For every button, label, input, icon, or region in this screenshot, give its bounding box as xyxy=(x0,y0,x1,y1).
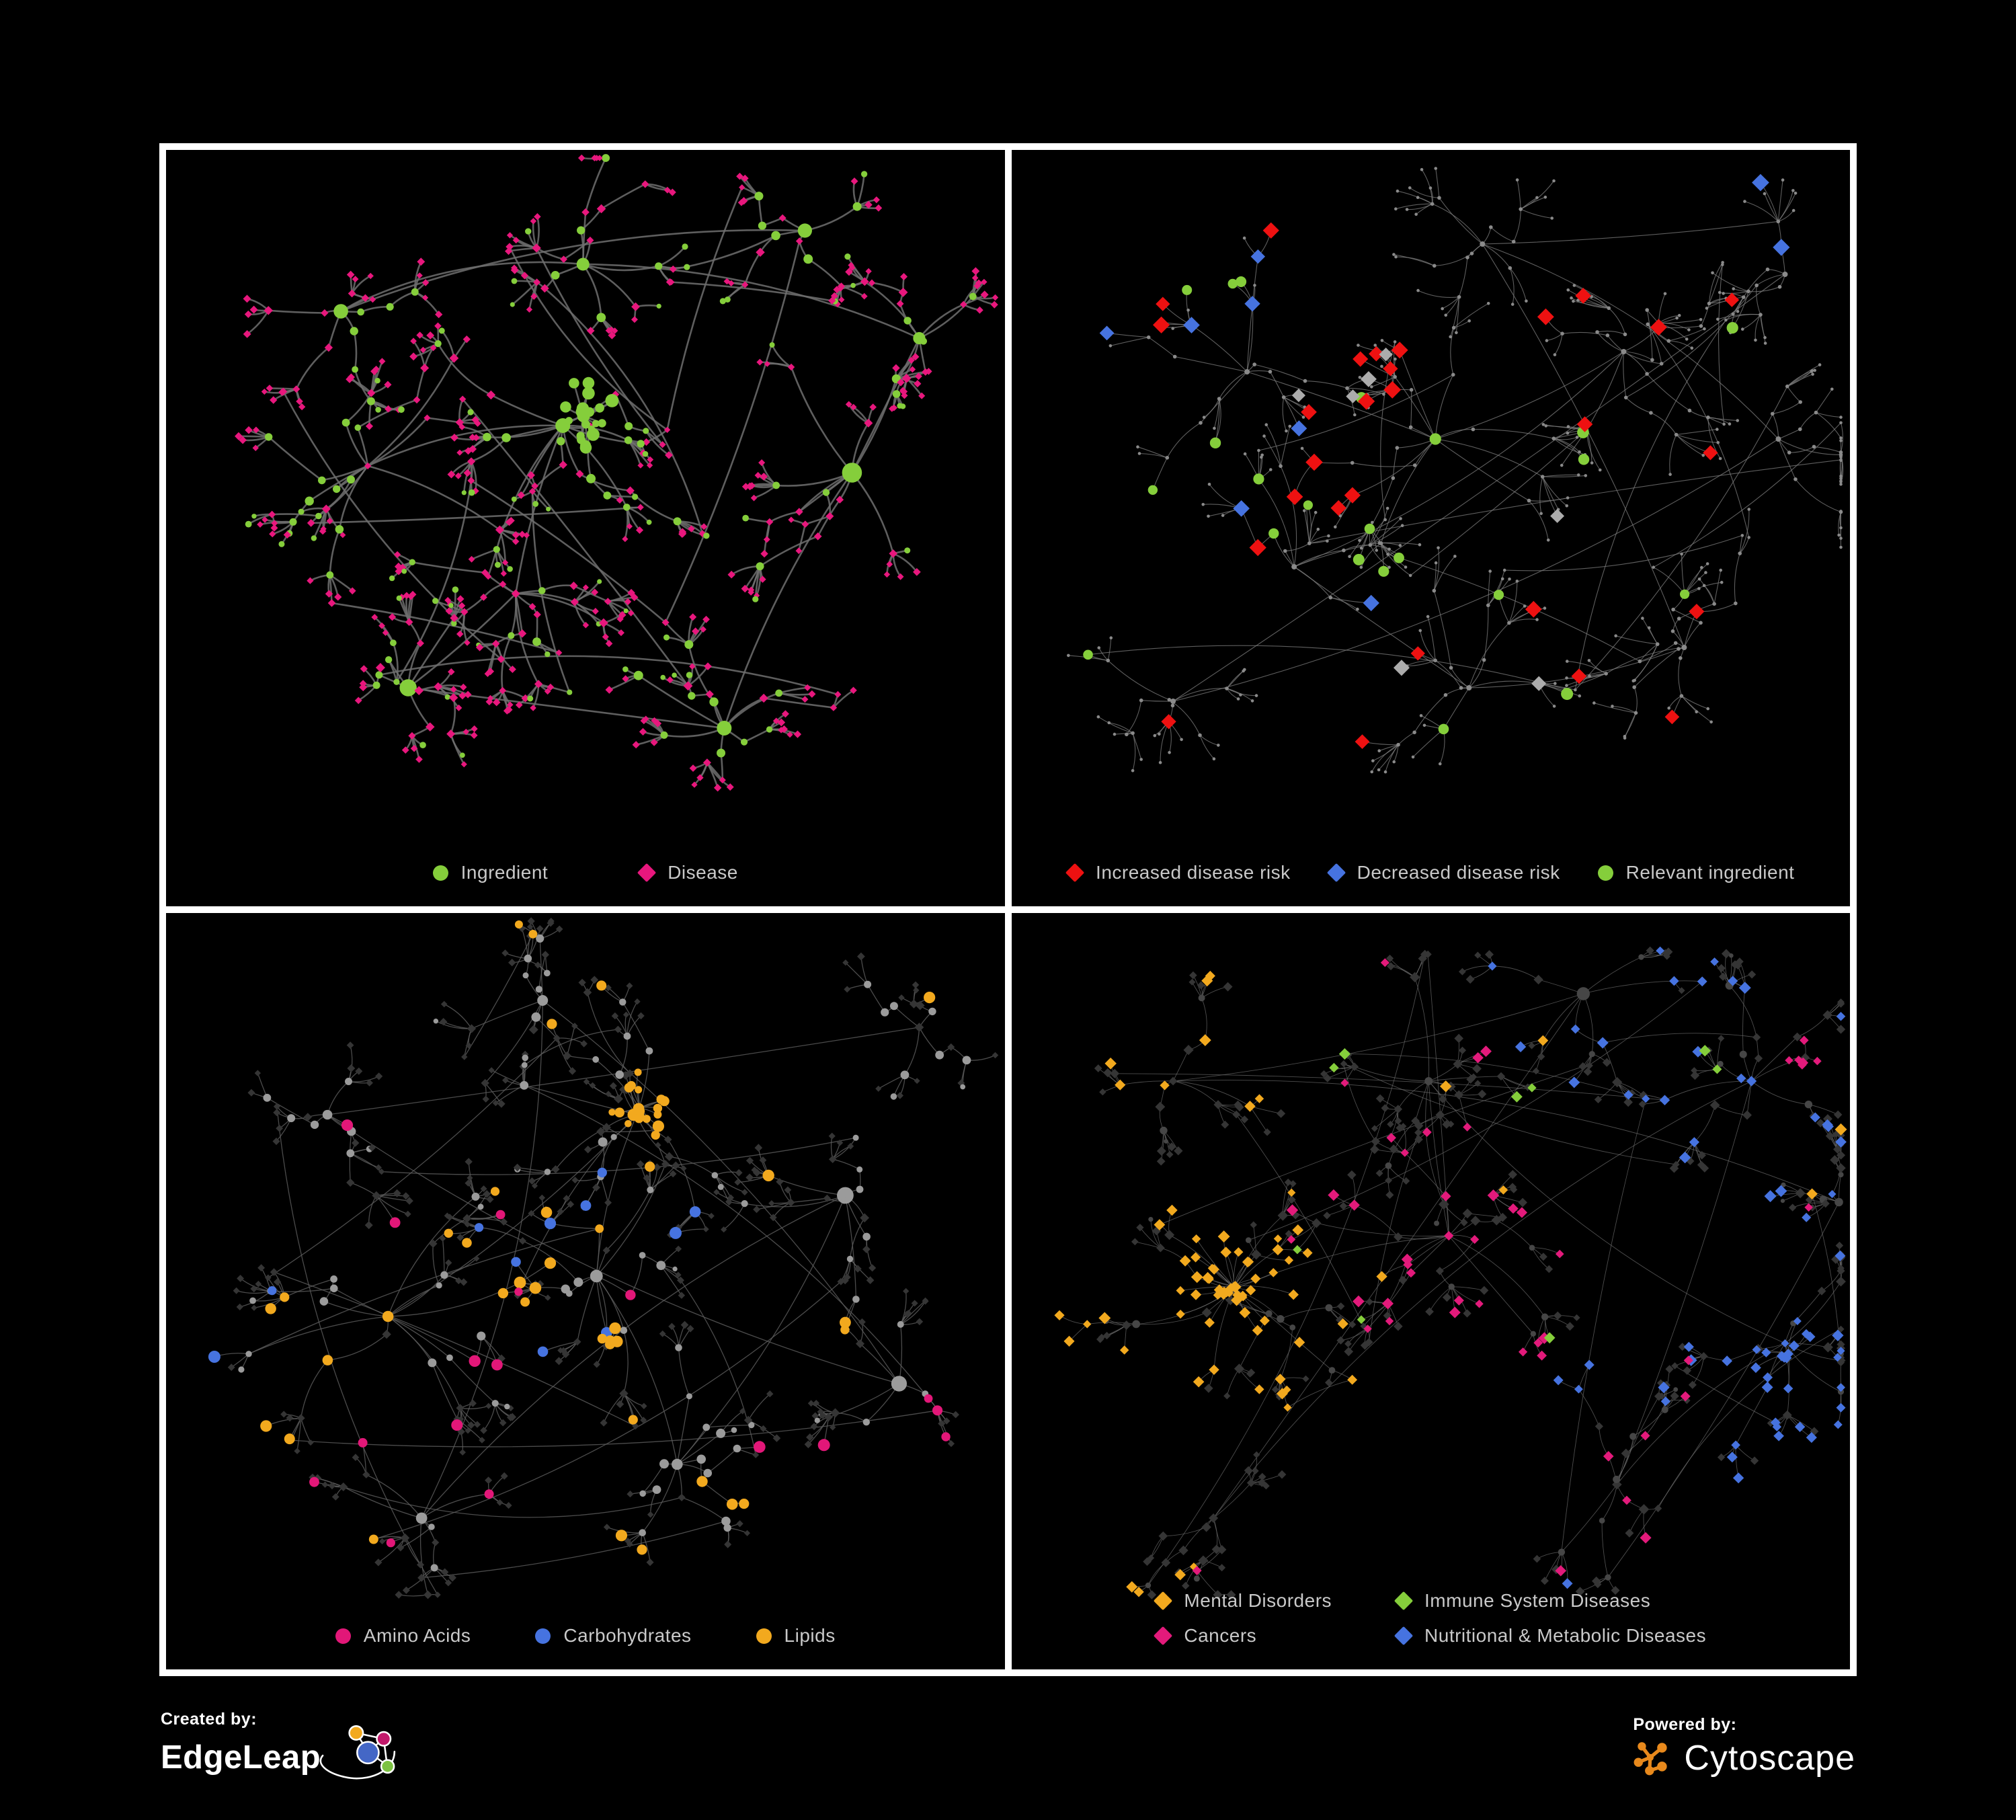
legend-item-lipids: Lipids xyxy=(756,1625,836,1647)
diamond-marker-icon xyxy=(1154,1591,1173,1611)
cytoscape-logo-icon xyxy=(1634,1742,1667,1776)
powered-by-label: Powered by: xyxy=(1633,1715,1737,1734)
circle-marker-icon xyxy=(756,1628,772,1644)
panel-disease-risk: Increased disease risk Decreased disease … xyxy=(1011,150,1851,906)
cytoscape-wordmark: Cytoscape xyxy=(1684,1739,1855,1778)
panel-nutrient-classes: Amino Acids Carbohydrates Lipids xyxy=(166,913,1005,1669)
legend-nutrient-classes: Amino Acids Carbohydrates Lipids xyxy=(166,1625,1005,1647)
network-ingredient-disease xyxy=(235,154,999,792)
legend-label: Carbohydrates xyxy=(563,1625,692,1646)
diamond-marker-icon xyxy=(1394,1591,1414,1611)
panel-disease-classes: Mental Disorders Immune System Diseases Ca… xyxy=(1011,913,1851,1669)
legend-disease-risk: Increased disease risk Decreased disease … xyxy=(1012,862,1851,883)
diamond-marker-icon xyxy=(1394,1626,1414,1646)
legend-label: Decreased disease risk xyxy=(1357,862,1560,883)
legend-item-mental-disorders: Mental Disorders xyxy=(1154,1590,1332,1612)
circle-marker-icon xyxy=(432,865,448,881)
network-nutrient-classes xyxy=(208,917,999,1599)
legend-item-immune-system-diseases: Immune System Diseases xyxy=(1394,1590,1706,1612)
diamond-marker-icon xyxy=(637,863,657,883)
panel-grid: Ingredient Disease Increased disease risk… xyxy=(159,143,1857,1676)
legend-label: Immune System Diseases xyxy=(1424,1590,1651,1611)
edgeleap-node-blue xyxy=(356,1741,380,1765)
cytoscape-logo-nodes xyxy=(1634,1742,1667,1776)
edgeleap-logo-icon xyxy=(319,1725,396,1780)
legend-label: Cancers xyxy=(1184,1625,1257,1646)
edgeleap-node-magenta xyxy=(376,1731,392,1747)
edgeleap-wordmark: EdgeLeap xyxy=(161,1739,321,1776)
legend-label: Disease xyxy=(668,862,738,883)
legend-label: Amino Acids xyxy=(363,1625,471,1646)
legend-label: Nutritional & Metabolic Diseases xyxy=(1424,1625,1707,1646)
network-disease-classes xyxy=(1053,946,1847,1599)
circle-marker-icon xyxy=(1597,865,1613,881)
legend-label: Lipids xyxy=(784,1625,836,1646)
legend-item-cancers: Cancers xyxy=(1154,1625,1332,1647)
legend-item-relevant-ingredient: Relevant ingredient xyxy=(1597,862,1795,883)
legend-item-carbohydrates: Carbohydrates xyxy=(535,1625,691,1647)
diamond-marker-icon xyxy=(1065,863,1085,883)
edgeleap-node-green xyxy=(380,1759,395,1774)
cytoscape-brand: Powered by: Cytosc xyxy=(1633,1715,1855,1779)
legend-label: Relevant ingredient xyxy=(1625,862,1795,883)
circle-marker-icon xyxy=(535,1628,551,1644)
legend-disease-classes: Mental Disorders Immune System Diseases Ca… xyxy=(1012,1590,1851,1647)
edgeleap-node-orange xyxy=(348,1725,364,1741)
panel-ingredient-disease: Ingredient Disease xyxy=(166,150,1005,906)
legend-ingredient-disease: Ingredient Disease xyxy=(166,862,1005,883)
legend-item-nutritional-metabolic-diseases: Nutritional & Metabolic Diseases xyxy=(1394,1625,1707,1647)
circle-marker-icon xyxy=(335,1628,351,1644)
legend-item-decreased-disease-risk: Decreased disease risk xyxy=(1326,862,1560,883)
created-by-label: Created by: xyxy=(161,1710,257,1729)
legend-item-increased-disease-risk: Increased disease risk xyxy=(1065,862,1291,883)
edgeleap-brand: Created by: EdgeLeap xyxy=(161,1710,401,1785)
legend-label: Increased disease risk xyxy=(1096,862,1291,883)
legend-item-disease: Disease xyxy=(637,862,738,883)
legend-label: Mental Disorders xyxy=(1184,1590,1332,1611)
diamond-marker-icon xyxy=(1154,1626,1173,1646)
legend-item-ingredient: Ingredient xyxy=(432,862,549,883)
legend-label: Ingredient xyxy=(460,862,549,883)
legend-item-amino-acids: Amino Acids xyxy=(335,1625,471,1647)
network-disease-risk xyxy=(1066,167,1843,774)
diamond-marker-icon xyxy=(1326,863,1346,883)
